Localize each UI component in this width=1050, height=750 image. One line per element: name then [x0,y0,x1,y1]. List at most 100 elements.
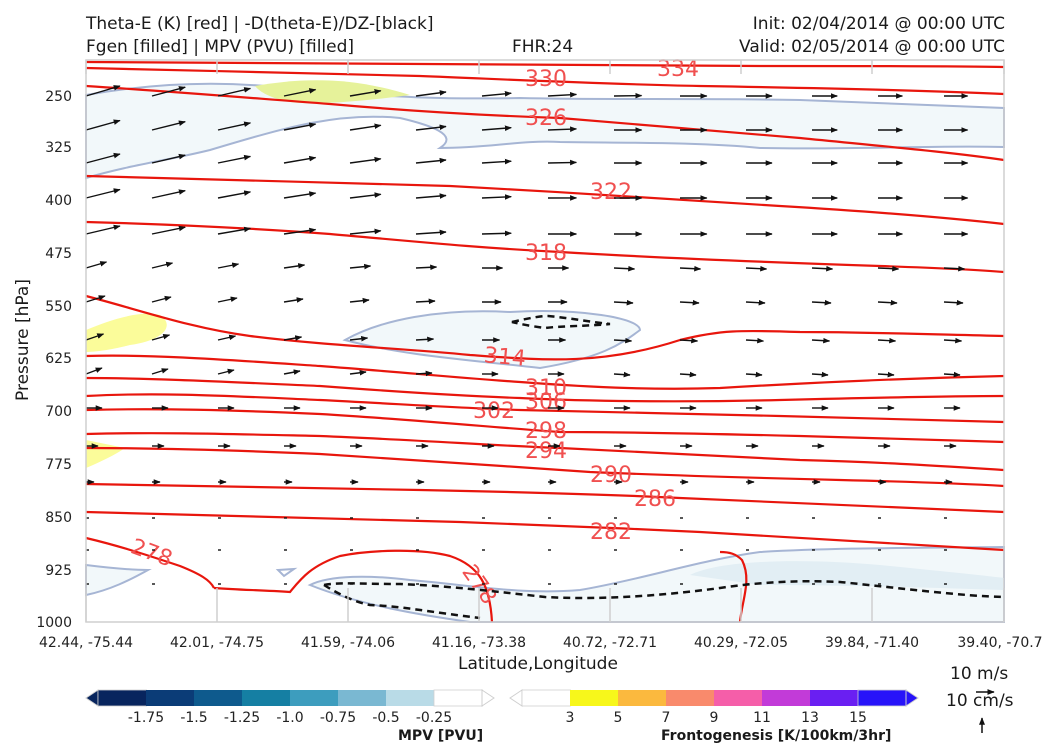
theta-e-line-7 [85,376,1005,403]
wind-vector [547,126,578,132]
wind-vector [151,189,186,199]
theta-e-line-14 [85,536,215,589]
y-tick-label: 550 [45,299,72,315]
wind-vector [679,265,702,272]
y-tick-label: 400 [45,193,72,209]
fgen-colorbar-swatch [618,690,667,706]
y-tick-label: 475 [45,246,72,262]
wind-vector [943,371,961,378]
theta-e-line-16 [719,550,748,623]
fgen-colorbar-tick: 9 [710,710,719,726]
wind-vector [85,152,121,164]
wind-vector [217,226,252,235]
wind-vector [283,227,317,235]
wind-vector [217,296,238,303]
mpv-colorbar-swatch [146,690,195,706]
wind-vector [679,299,700,306]
mpv-colorbar-title: MPV [PVU] [398,728,484,744]
wind-vector [85,188,121,199]
theta-e-label-2: 326 [525,106,567,131]
wind-vector [415,157,447,164]
fgen-colorbar-tick: 5 [614,710,623,726]
fgen-colorbar-swatch [666,690,715,706]
wind-vector [481,91,512,97]
theta-e-line-8 [85,393,1005,424]
wind-vector [349,156,382,164]
fgen-fill-mid [86,313,167,352]
wind-vector [415,298,436,305]
wind-vector [151,153,186,164]
wind-vector [283,335,303,341]
mpv-colorbar-tick: -0.25 [416,710,452,726]
theta-e-line-2 [85,84,1005,162]
wind-vector [217,368,235,375]
theta-e-line-9 [85,408,1005,444]
y-tick-label: 775 [45,457,72,473]
wind-vector [217,87,252,97]
plot-frame [85,59,1005,623]
fgen-colorbar-swatch [810,690,859,706]
theta-e-line-1 [85,66,1005,96]
mpv-colorbar-swatch [194,690,243,706]
mpv-colorbar-swatch [386,690,435,706]
wind-vector [811,265,834,272]
wind-vector [877,371,895,378]
y-tick-label: 625 [45,351,72,367]
wind-vector [85,224,121,235]
mpv-colorbar-tick: -1.0 [276,710,303,726]
fgen-fill-upper [255,80,410,104]
theta-e-line-12 [85,482,1005,514]
wind-vector [877,265,900,272]
wind-vector [85,295,106,303]
mpv-colorbar-tick: -0.75 [320,710,356,726]
wind-vector [547,159,578,166]
wind-vector [415,336,435,343]
wind-vector [151,225,186,235]
wind-vector [85,367,103,375]
wind-vector [415,370,433,377]
y-tick-label: 850 [45,510,72,526]
wind-vector [481,194,512,200]
wind-vector [217,154,252,164]
wind-vector [613,371,631,378]
x-tick-label: 42.44, -75.44 [39,635,133,651]
wind-vector [349,123,382,131]
wind-vector [415,124,447,131]
wind-vector [217,190,252,199]
y-tick-label: 1000 [36,615,72,631]
wind-vector [151,120,186,131]
mpv-colorbar-tick: -1.25 [224,710,260,726]
mpv-colorbar-swatch [338,690,387,706]
y-tick-label: 325 [45,140,72,156]
wind-vector [547,91,578,98]
mpv-fill-small [275,567,298,578]
wind-vector [349,335,369,342]
forecast-hour: FHR:24 [512,37,574,57]
wind-vector [151,334,171,341]
fgen-colorbar-swatch [570,690,619,706]
filled-contours [85,80,1005,623]
fgen-colorbar-swatch [714,690,763,706]
wind-vector [811,337,831,344]
wind-vector [481,230,512,237]
theta-e-label-7: 306 [525,390,567,415]
wind-vector [745,299,766,306]
mpv-colorbar-tick: -0.5 [372,710,399,726]
x-tick-label: 40.72, -72.71 [563,635,657,651]
theta-e-label-12: 286 [634,487,676,512]
wind-vector [481,158,512,165]
wind-vector [217,121,252,131]
wind-vectors [85,85,969,585]
wind-vector [85,119,121,131]
wind-vector [217,262,240,269]
wind-vector [151,261,174,269]
mpv-colorbar-swatch [242,690,291,706]
wind-vector [151,368,169,375]
theta-e-label-10: 294 [525,439,567,464]
mpv-colorbar-tick: -1.75 [128,710,164,726]
wind-vector [217,334,237,341]
wind-vector [679,337,699,344]
fgen-colorbar-tick: 15 [849,710,867,726]
